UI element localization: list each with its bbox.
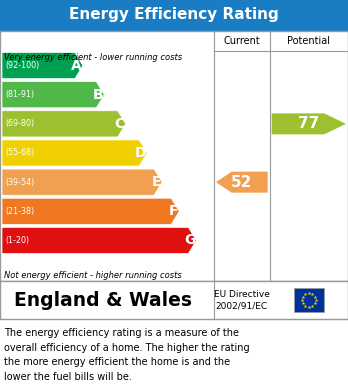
Text: (92-100): (92-100) [5,61,39,70]
Text: Current: Current [223,36,260,46]
Polygon shape [2,82,104,108]
Text: Potential: Potential [287,36,330,46]
Bar [0,0,348,31]
Polygon shape [2,140,147,166]
Text: EU Directive
2002/91/EC: EU Directive 2002/91/EC [214,290,270,310]
Bar [0,31,348,281]
Text: Energy Efficiency Rating: Energy Efficiency Rating [69,7,279,23]
Polygon shape [2,111,126,137]
Text: Very energy efficient - lower running costs: Very energy efficient - lower running co… [4,54,182,63]
Text: (69-80): (69-80) [5,119,34,128]
Text: (39-54): (39-54) [5,178,34,187]
Text: E: E [152,175,161,189]
Text: Not energy efficient - higher running costs: Not energy efficient - higher running co… [4,271,182,280]
Polygon shape [2,52,83,79]
Bar [0,281,348,319]
Text: The energy efficiency rating is a measure of the
overall efficiency of a home. T: The energy efficiency rating is a measur… [4,328,250,382]
Text: (1-20): (1-20) [5,236,29,245]
Polygon shape [2,227,196,253]
Polygon shape [272,113,346,135]
Text: A: A [71,59,82,73]
Text: (21-38): (21-38) [5,207,34,216]
Text: (81-91): (81-91) [5,90,34,99]
Polygon shape [2,198,179,224]
Bar [294,288,324,312]
Text: F: F [169,204,178,218]
Text: (55-68): (55-68) [5,149,34,158]
Text: B: B [93,88,103,102]
Text: D: D [135,146,146,160]
Polygon shape [216,172,268,193]
Polygon shape [2,169,162,195]
Text: 52: 52 [231,175,253,190]
Text: England & Wales: England & Wales [14,291,192,310]
Text: G: G [184,233,195,248]
Text: 77: 77 [298,117,319,131]
Text: C: C [114,117,125,131]
